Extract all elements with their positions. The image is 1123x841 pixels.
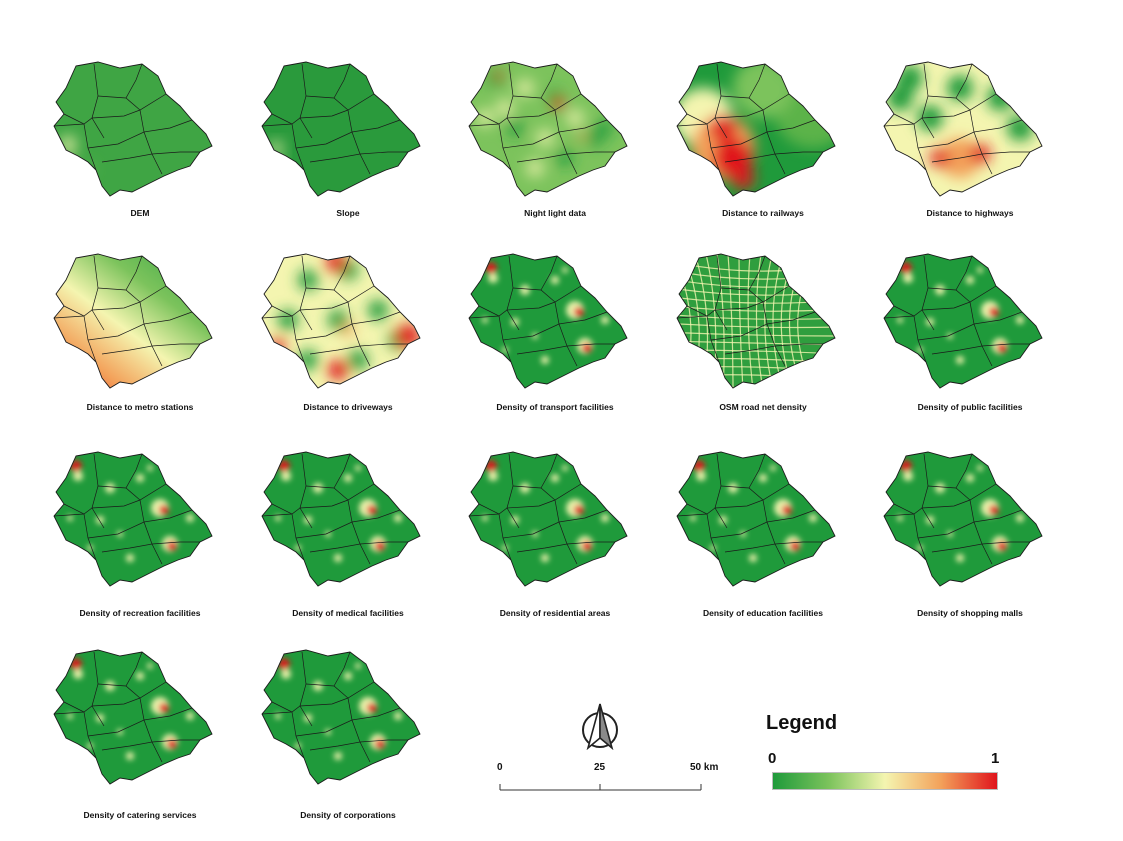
map-panel-dist-railways: Distance to railways	[663, 58, 863, 222]
map-panel-osm-road: OSM road net density	[663, 250, 863, 416]
legend-color-ramp	[772, 772, 998, 790]
scale-bar: 0 25 50 km	[490, 762, 720, 802]
map-caption-dens-recreation: Density of recreation facilities	[79, 608, 201, 618]
legend-title: Legend	[766, 712, 838, 734]
map-panel-dist-driveways: Distance to driveways	[248, 250, 448, 416]
map-panel-slope: Slope	[248, 58, 448, 222]
map-caption-dens-shopping: Density of shopping malls	[917, 608, 1023, 618]
map-dens-corporations	[261, 649, 421, 785]
north-arrow-icon	[582, 703, 618, 750]
map-dist-driveways	[261, 253, 421, 389]
map-dens-residential	[468, 451, 628, 587]
map-panel-dens-catering: Density of catering services	[40, 646, 240, 824]
map-panel-dens-education: Density of education facilities	[663, 448, 863, 622]
map-caption-dem: DEM	[130, 208, 150, 218]
map-night-light	[468, 61, 628, 197]
scale-label-0: 0	[497, 762, 503, 773]
scale-label-25: 25	[594, 762, 606, 773]
map-dist-metro	[53, 253, 213, 389]
map-caption-dist-railways: Distance to railways	[722, 208, 804, 218]
map-dens-medical	[261, 451, 421, 587]
map-slope	[261, 61, 421, 197]
map-dens-shopping	[883, 451, 1043, 587]
map-dens-catering	[53, 649, 213, 785]
map-caption-dens-medical: Density of medical facilities	[292, 608, 404, 618]
map-dens-transport	[468, 253, 628, 389]
map-panel-dist-metro: Distance to metro stations	[40, 250, 240, 416]
map-caption-dens-transport: Density of transport facilities	[496, 402, 614, 412]
map-panel-dem: DEM	[40, 58, 240, 222]
map-caption-dist-metro: Distance to metro stations	[86, 402, 194, 412]
map-dens-education	[676, 451, 836, 587]
map-osm-road	[676, 253, 836, 389]
map-caption-dist-driveways: Distance to driveways	[303, 402, 393, 412]
scale-line	[499, 784, 702, 791]
map-panel-dist-highways: Distance to highways	[870, 58, 1070, 222]
map-dens-public	[883, 253, 1043, 389]
map-dem	[53, 61, 213, 197]
map-panel-dens-transport: Density of transport facilities	[455, 250, 655, 416]
map-caption-dens-catering: Density of catering services	[83, 810, 197, 820]
map-panel-dens-medical: Density of medical facilities	[248, 448, 448, 622]
map-panel-dens-residential: Density of residential areas	[455, 448, 655, 622]
map-dens-recreation	[53, 451, 213, 587]
map-panel-dens-public: Density of public facilities	[870, 250, 1070, 416]
map-caption-osm-road: OSM road net density	[719, 402, 807, 412]
legend-min-label: 0	[768, 750, 777, 767]
map-caption-dist-highways: Distance to highways	[926, 208, 1014, 218]
map-panel-dens-shopping: Density of shopping malls	[870, 448, 1070, 622]
map-caption-slope: Slope	[336, 208, 360, 218]
map-panel-night-light: Night light data	[455, 58, 655, 222]
map-panel-dens-recreation: Density of recreation facilities	[40, 448, 240, 622]
map-panel-dens-corporations: Density of corporations	[248, 646, 448, 824]
scale-label-50: 50 km	[690, 762, 719, 773]
map-dist-highways	[883, 61, 1043, 197]
map-dist-railways	[676, 61, 836, 197]
map-caption-dens-corporations: Density of corporations	[300, 810, 396, 820]
legend-max-label: 1	[991, 750, 1000, 767]
map-caption-dens-public: Density of public facilities	[917, 402, 1023, 412]
map-caption-dens-residential: Density of residential areas	[499, 608, 611, 618]
map-caption-night-light: Night light data	[524, 208, 586, 218]
map-caption-dens-education: Density of education facilities	[703, 608, 823, 618]
